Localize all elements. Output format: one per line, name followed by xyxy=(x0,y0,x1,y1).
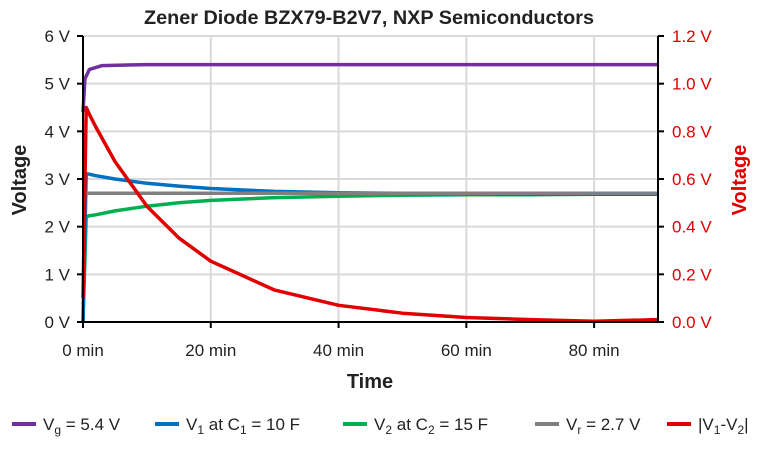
legend-item: Vg = 5.4 V xyxy=(12,415,121,437)
y2-tick-label: 1.2 V xyxy=(672,27,712,46)
y-tick-label: 2 V xyxy=(44,218,70,237)
y2-tick-label: 0.6 V xyxy=(672,170,712,189)
chart-title: Zener Diode BZX79-B2V7, NXP Semiconducto… xyxy=(144,8,594,29)
legend-label: |V1-V2| xyxy=(698,415,749,437)
legend-subscript: 1 xyxy=(197,423,204,437)
y2-tick-label: 0.2 V xyxy=(672,265,712,284)
legend: Vg = 5.4 V V1 at C1 = 10 F V2 at C2 = 15 F… xyxy=(12,415,749,437)
legend-label: Vg = 5.4 V xyxy=(43,415,121,437)
legend-label: Vr = 2.7 V xyxy=(566,415,641,437)
legend-text: = 2.7 V xyxy=(581,415,641,434)
legend-label: V2 at C2 = 15 F xyxy=(374,415,488,437)
y2-axis-label: Voltage xyxy=(729,145,751,216)
y-tick-label: 5 V xyxy=(44,75,70,94)
y-tick-label: 1 V xyxy=(44,265,70,284)
legend-subscript: r xyxy=(577,423,581,437)
legend-subscript: 2 xyxy=(737,423,744,437)
y2-tick-label: 0.4 V xyxy=(672,218,712,237)
axes: 0 V 1 V 2 V 3 V 4 V 5 V 6 V 0.0 V 0.2 V 0.4 V 0.6 … xyxy=(44,27,712,360)
legend-item: V1 at C1 = 10 F xyxy=(155,415,300,437)
legend-text: V xyxy=(566,415,578,434)
legend-text: -V xyxy=(720,415,738,434)
legend-item: Vr = 2.7 V xyxy=(535,415,641,437)
x-tick-label: 60 min xyxy=(441,341,492,360)
legend-subscript: 1 xyxy=(240,423,247,437)
x-tick-label: 80 min xyxy=(569,341,620,360)
legend-text: at C xyxy=(392,415,428,434)
legend-text: = 15 F xyxy=(435,415,488,434)
series-lines xyxy=(81,62,659,324)
legend-subscript: 2 xyxy=(385,423,392,437)
x-tick-label: 40 min xyxy=(313,341,364,360)
y-tick-label: 0 V xyxy=(44,313,70,332)
legend-text: V xyxy=(186,415,198,434)
legend-item: |V1-V2| xyxy=(667,415,749,437)
x-tick-label: 0 min xyxy=(62,341,104,360)
legend-subscript: g xyxy=(54,423,61,437)
y-axis-label: Voltage xyxy=(9,145,31,216)
x-axis-label: Time xyxy=(347,371,393,393)
y2-tick-label: 1.0 V xyxy=(672,75,712,94)
gridlines xyxy=(83,35,658,322)
legend-text: = 10 F xyxy=(247,415,300,434)
legend-subscript: 1 xyxy=(714,423,721,437)
series-line-0 xyxy=(81,62,658,113)
legend-text: at C xyxy=(204,415,240,434)
y2-tick-label: 0.8 V xyxy=(672,122,712,141)
y2-tick-label: 0.0 V xyxy=(672,313,712,332)
legend-subscript: 2 xyxy=(428,423,435,437)
y-tick-label: 6 V xyxy=(44,27,70,46)
legend-text: V xyxy=(43,415,55,434)
legend-text: | xyxy=(744,415,748,434)
series-line-2 xyxy=(81,192,658,323)
legend-text: V xyxy=(374,415,386,434)
x-tick-label: 20 min xyxy=(185,341,236,360)
y-tick-label: 3 V xyxy=(44,170,70,189)
legend-item: V2 at C2 = 15 F xyxy=(343,415,488,437)
legend-text: = 5.4 V xyxy=(61,415,121,434)
legend-text: |V xyxy=(698,415,714,434)
y-tick-label: 4 V xyxy=(44,122,70,141)
legend-label: V1 at C1 = 10 F xyxy=(186,415,300,437)
series-line-4 xyxy=(81,105,659,324)
